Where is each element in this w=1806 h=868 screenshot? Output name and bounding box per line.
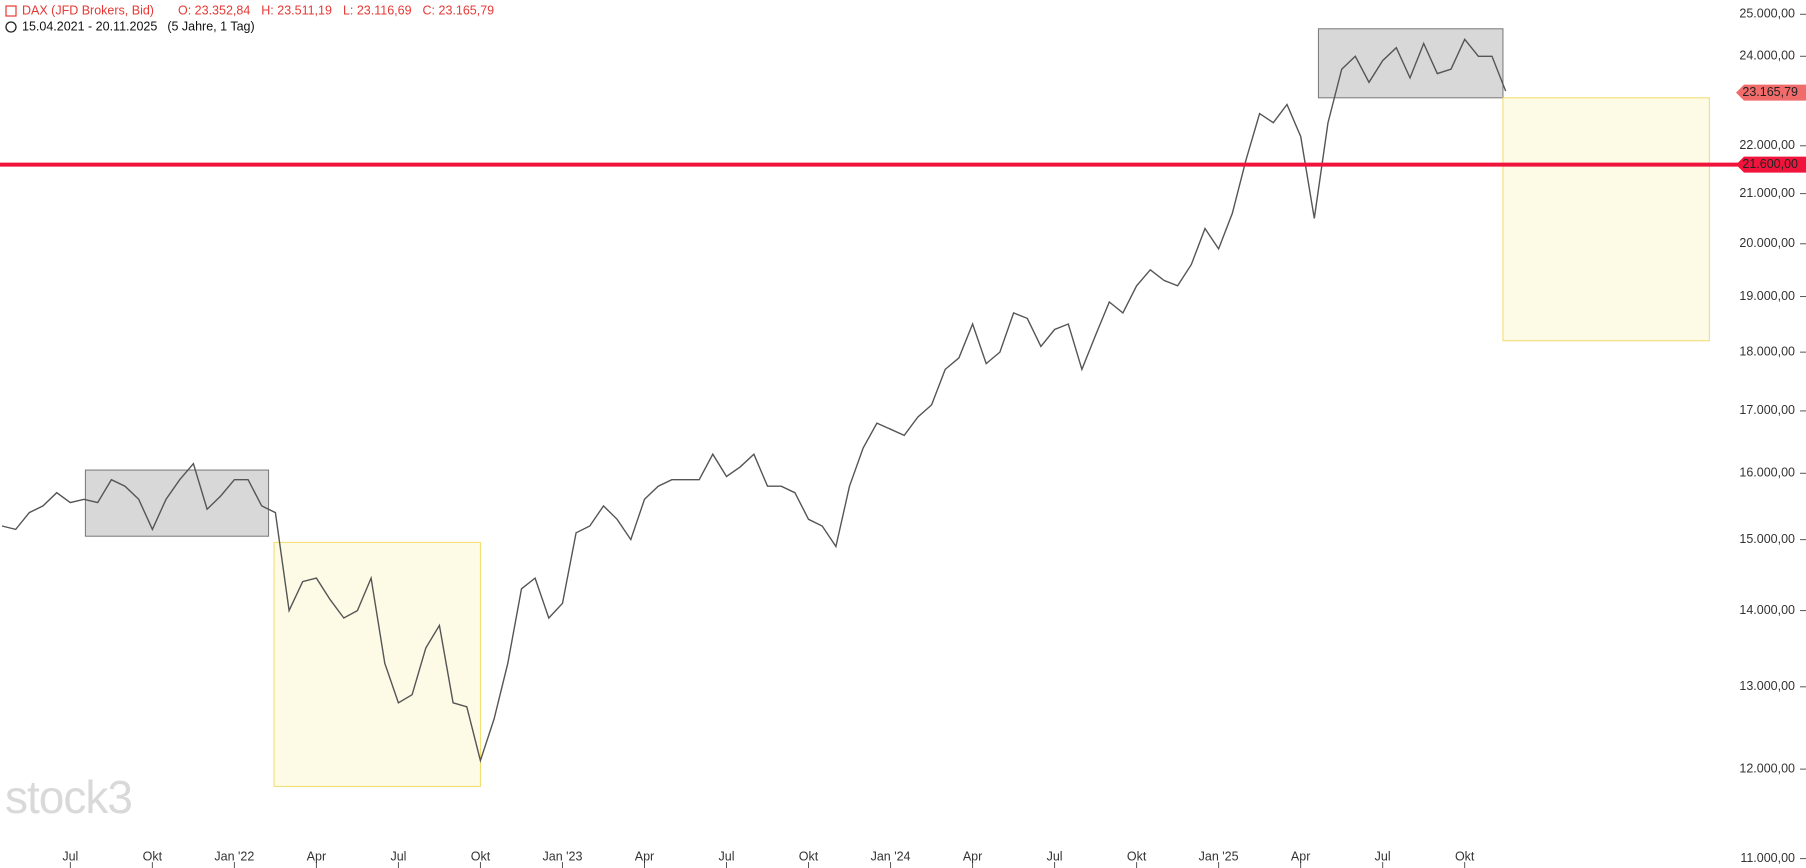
x-tick-label: Apr (307, 849, 326, 863)
y-tick-label: 24.000,00 (1739, 49, 1795, 63)
y-tick-label: 15.000,00 (1739, 532, 1795, 546)
x-tick-label: Okt (1127, 849, 1147, 863)
x-tick-label: Jan '23 (543, 849, 583, 863)
y-tick-label: 18.000,00 (1739, 344, 1795, 358)
y-tick-label: 17.000,00 (1739, 403, 1795, 417)
x-tick-label: Jul (390, 849, 406, 863)
x-tick-label: Jul (719, 849, 735, 863)
x-tick-label: Apr (963, 849, 982, 863)
ohlc-value: H: 23.511,19 (261, 3, 332, 17)
y-tick-label: 20.000,00 (1739, 236, 1795, 250)
x-tick-label: Jul (1047, 849, 1063, 863)
watermark: stock3 (5, 771, 132, 823)
y-tick-label: 21.000,00 (1739, 186, 1795, 200)
period: (5 Jahre, 1 Tag) (167, 19, 254, 33)
ohlc-value: O: 23.352,84 (178, 3, 250, 17)
y-tick-label: 16.000,00 (1739, 466, 1795, 480)
x-tick-label: Jul (62, 849, 78, 863)
x-tick-label: Apr (1291, 849, 1310, 863)
price-line (1, 37, 1507, 764)
zone (1317, 28, 1504, 99)
x-tick-label: Okt (1455, 849, 1475, 863)
x-tick-label: Jul (1375, 849, 1391, 863)
x-tick-label: Jan '25 (1199, 849, 1239, 863)
hline-tag (1736, 156, 1806, 173)
y-tick-label: 11.000,00 (1740, 851, 1795, 865)
x-tick-label: Jan '22 (214, 849, 254, 863)
chart-title: DAX (JFD Brokers, Bid) (22, 3, 154, 17)
header-icon (5, 5, 17, 17)
clock-icon (5, 21, 17, 33)
x-tick-label: Okt (143, 849, 163, 863)
x-tick-label: Apr (635, 849, 654, 863)
zone (273, 541, 481, 787)
ohlc-value: L: 23.116,69 (343, 3, 412, 17)
x-tick-label: Okt (471, 849, 491, 863)
y-tick-label: 25.000,00 (1739, 7, 1795, 21)
last-price-label: 23.165,79 (1742, 85, 1798, 99)
date-range: 15.04.2021 - 20.11.2025 (22, 19, 157, 33)
y-tick-label: 12.000,00 (1739, 761, 1795, 775)
last-price-tag (1736, 84, 1806, 101)
hline-label: 21.600,00 (1742, 157, 1798, 171)
y-tick-label: 19.000,00 (1739, 289, 1795, 303)
y-tick-label: 13.000,00 (1739, 679, 1795, 693)
y-tick-label: 22.000,00 (1739, 138, 1795, 152)
ohlc-value: C: 23.165,79 (423, 3, 495, 17)
zone (1502, 97, 1710, 342)
y-tick-label: 14.000,00 (1739, 603, 1795, 617)
x-tick-label: Okt (799, 849, 819, 863)
x-tick-label: Jan '24 (871, 849, 911, 863)
